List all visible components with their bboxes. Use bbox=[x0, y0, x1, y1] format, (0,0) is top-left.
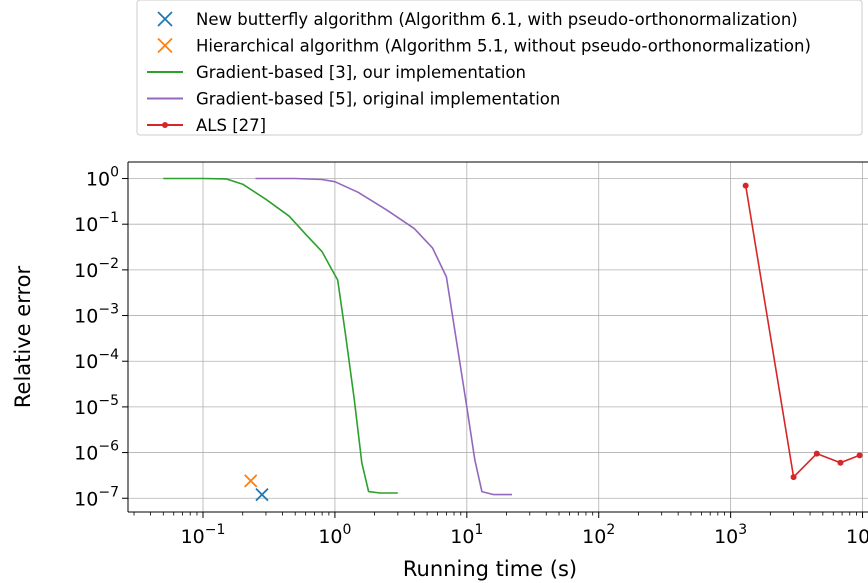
series-4-point bbox=[837, 459, 844, 466]
series-1-marker bbox=[244, 474, 258, 488]
series-2 bbox=[163, 177, 398, 494]
y-tick-label: 10−1 bbox=[74, 210, 119, 236]
series-4-point bbox=[813, 450, 820, 457]
series-0 bbox=[255, 487, 269, 502]
series-4-point bbox=[856, 452, 863, 459]
y-tick-label: 100 bbox=[86, 165, 119, 191]
legend-label-0: New butterfly algorithm (Algorithm 6.1, … bbox=[196, 10, 798, 29]
x-tick-label: 101 bbox=[450, 522, 483, 548]
ticks: 10−1 100 101 102 103 104 10−7 10−6 10−5 10−4 10−3 1… bbox=[74, 165, 868, 548]
legend: New butterfly algorithm (Algorithm 6.1, … bbox=[136, 0, 863, 136]
y-tick-label: 10−2 bbox=[74, 256, 119, 282]
x-tick-label: 100 bbox=[318, 522, 351, 548]
series-4-line bbox=[744, 185, 860, 478]
legend-item-3: Gradient-based [5], original implementat… bbox=[147, 90, 560, 109]
y-tick-label: 10−5 bbox=[74, 393, 119, 419]
legend-handle-dot-4 bbox=[162, 122, 168, 128]
series-2-line bbox=[163, 177, 398, 494]
axes bbox=[127, 161, 868, 513]
legend-item-1: Hierarchical algorithm (Algorithm 5.1, w… bbox=[157, 37, 811, 56]
x-tick-label: 10−1 bbox=[181, 522, 226, 548]
legend-item-0: New butterfly algorithm (Algorithm 6.1, … bbox=[157, 10, 798, 29]
series-4 bbox=[742, 182, 863, 481]
legend-label-1: Hierarchical algorithm (Algorithm 5.1, w… bbox=[196, 37, 811, 56]
legend-item-4: ALS [27] bbox=[147, 116, 266, 135]
series-4-point bbox=[790, 474, 797, 481]
legend-box bbox=[136, 0, 863, 136]
y-tick-label: 10−6 bbox=[74, 439, 119, 465]
series-0-marker bbox=[255, 487, 269, 502]
legend-handle-0 bbox=[157, 11, 173, 27]
series-layer bbox=[163, 177, 863, 502]
legend-item-2: Gradient-based [3], our implementation bbox=[147, 63, 526, 82]
y-axis-label: Relative error bbox=[11, 266, 35, 409]
series-4-point bbox=[742, 182, 749, 189]
grid-lines bbox=[128, 162, 868, 512]
series-1 bbox=[244, 474, 258, 488]
y-tick-label: 10−7 bbox=[74, 484, 119, 510]
y-tick-label: 10−4 bbox=[74, 347, 119, 373]
legend-label-3: Gradient-based [5], original implementat… bbox=[196, 90, 560, 109]
legend-label-4: ALS [27] bbox=[196, 116, 266, 135]
x-tick-label: 104 bbox=[846, 522, 868, 548]
legend-handle-1 bbox=[157, 37, 173, 54]
x-axis-label: Running time (s) bbox=[403, 557, 577, 581]
y-tick-label: 10−3 bbox=[74, 302, 119, 328]
series-3-line bbox=[255, 177, 512, 496]
x-tick-label: 102 bbox=[582, 522, 615, 548]
x-tick-label: 103 bbox=[714, 522, 747, 548]
legend-label-2: Gradient-based [3], our implementation bbox=[196, 63, 526, 82]
series-3 bbox=[255, 177, 512, 496]
